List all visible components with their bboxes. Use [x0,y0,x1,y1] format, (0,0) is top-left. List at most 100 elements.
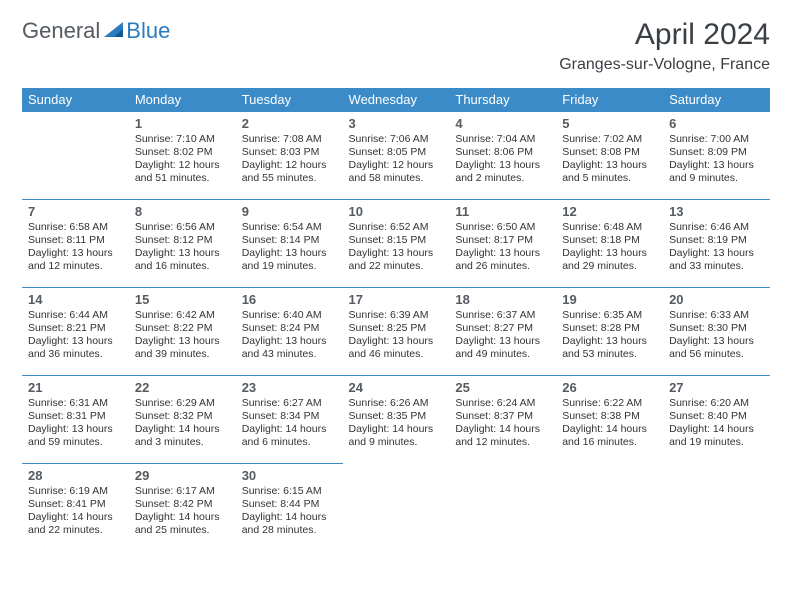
calendar-cell: 24Sunrise: 6:26 AMSunset: 8:35 PMDayligh… [343,376,450,464]
day-number: 11 [455,204,550,219]
day-dl2: and 58 minutes. [349,172,444,185]
day-sunrise: Sunrise: 6:15 AM [242,485,337,498]
day-dl2: and 43 minutes. [242,348,337,361]
day-number: 6 [669,116,764,131]
day-sunrise: Sunrise: 6:44 AM [28,309,123,322]
day-dl1: Daylight: 13 hours [242,247,337,260]
day-number: 9 [242,204,337,219]
day-sunrise: Sunrise: 6:33 AM [669,309,764,322]
day-dl2: and 16 minutes. [135,260,230,273]
month-title: April 2024 [559,18,770,52]
day-dl2: and 19 minutes. [242,260,337,273]
day-dl2: and 53 minutes. [562,348,657,361]
day-sunrise: Sunrise: 6:46 AM [669,221,764,234]
calendar-cell: 23Sunrise: 6:27 AMSunset: 8:34 PMDayligh… [236,376,343,464]
calendar-cell [663,464,770,552]
day-dl2: and 49 minutes. [455,348,550,361]
day-dl2: and 22 minutes. [28,524,123,537]
calendar-cell: 25Sunrise: 6:24 AMSunset: 8:37 PMDayligh… [449,376,556,464]
day-sunset: Sunset: 8:02 PM [135,146,230,159]
day-dl2: and 6 minutes. [242,436,337,449]
day-sunrise: Sunrise: 6:24 AM [455,397,550,410]
day-number: 30 [242,468,337,483]
day-sunrise: Sunrise: 6:50 AM [455,221,550,234]
calendar-cell: 17Sunrise: 6:39 AMSunset: 8:25 PMDayligh… [343,288,450,376]
day-number: 7 [28,204,123,219]
calendar-cell [343,464,450,552]
day-dl2: and 51 minutes. [135,172,230,185]
day-number: 19 [562,292,657,307]
weekday-header: Friday [556,88,663,112]
day-sunrise: Sunrise: 6:29 AM [135,397,230,410]
day-number: 13 [669,204,764,219]
day-dl1: Daylight: 14 hours [135,423,230,436]
day-sunset: Sunset: 8:34 PM [242,410,337,423]
day-number: 23 [242,380,337,395]
day-dl2: and 9 minutes. [669,172,764,185]
day-sunset: Sunset: 8:27 PM [455,322,550,335]
location: Granges-sur-Vologne, France [559,56,770,74]
day-number: 27 [669,380,764,395]
day-dl1: Daylight: 13 hours [242,335,337,348]
day-dl2: and 59 minutes. [28,436,123,449]
weekday-header: Saturday [663,88,770,112]
day-number: 25 [455,380,550,395]
logo-text-general: General [22,18,100,44]
calendar-cell: 13Sunrise: 6:46 AMSunset: 8:19 PMDayligh… [663,200,770,288]
day-sunset: Sunset: 8:14 PM [242,234,337,247]
day-number: 10 [349,204,444,219]
day-sunrise: Sunrise: 7:00 AM [669,133,764,146]
calendar-cell: 15Sunrise: 6:42 AMSunset: 8:22 PMDayligh… [129,288,236,376]
calendar-cell: 1Sunrise: 7:10 AMSunset: 8:02 PMDaylight… [129,112,236,200]
day-sunrise: Sunrise: 6:31 AM [28,397,123,410]
weekday-header: Tuesday [236,88,343,112]
calendar-cell [556,464,663,552]
day-sunset: Sunset: 8:03 PM [242,146,337,159]
day-number: 2 [242,116,337,131]
calendar-cell: 16Sunrise: 6:40 AMSunset: 8:24 PMDayligh… [236,288,343,376]
day-dl2: and 29 minutes. [562,260,657,273]
weekday-header: Sunday [22,88,129,112]
calendar-cell: 5Sunrise: 7:02 AMSunset: 8:08 PMDaylight… [556,112,663,200]
day-dl1: Daylight: 12 hours [135,159,230,172]
calendar-cell [22,112,129,200]
day-sunrise: Sunrise: 6:54 AM [242,221,337,234]
day-sunrise: Sunrise: 7:08 AM [242,133,337,146]
day-sunrise: Sunrise: 6:35 AM [562,309,657,322]
title-block: April 2024 Granges-sur-Vologne, France [559,18,770,74]
logo: General Blue [22,18,170,44]
day-dl1: Daylight: 13 hours [28,247,123,260]
calendar-table: Sunday Monday Tuesday Wednesday Thursday… [22,88,770,552]
day-dl2: and 55 minutes. [242,172,337,185]
day-sunrise: Sunrise: 6:22 AM [562,397,657,410]
day-dl2: and 22 minutes. [349,260,444,273]
calendar-cell: 8Sunrise: 6:56 AMSunset: 8:12 PMDaylight… [129,200,236,288]
day-sunset: Sunset: 8:30 PM [669,322,764,335]
day-number: 1 [135,116,230,131]
calendar-cell: 21Sunrise: 6:31 AMSunset: 8:31 PMDayligh… [22,376,129,464]
day-sunrise: Sunrise: 7:06 AM [349,133,444,146]
calendar-cell: 9 Sunrise: 6:54 AMSunset: 8:14 PMDaylight… [236,200,343,288]
day-dl2: and 3 minutes. [135,436,230,449]
day-sunset: Sunset: 8:05 PM [349,146,444,159]
day-sunrise: Sunrise: 6:39 AM [349,309,444,322]
day-dl1: Daylight: 13 hours [455,159,550,172]
day-dl2: and 36 minutes. [28,348,123,361]
day-dl1: Daylight: 13 hours [135,335,230,348]
day-sunset: Sunset: 8:38 PM [562,410,657,423]
day-dl1: Daylight: 13 hours [28,335,123,348]
day-dl1: Daylight: 14 hours [455,423,550,436]
day-dl2: and 9 minutes. [349,436,444,449]
day-sunrise: Sunrise: 7:02 AM [562,133,657,146]
day-dl2: and 39 minutes. [135,348,230,361]
day-number: 14 [28,292,123,307]
day-sunset: Sunset: 8:41 PM [28,498,123,511]
day-sunrise: Sunrise: 7:04 AM [455,133,550,146]
calendar-cell: 20Sunrise: 6:33 AMSunset: 8:30 PMDayligh… [663,288,770,376]
logo-triangle-icon [104,20,124,43]
day-sunset: Sunset: 8:28 PM [562,322,657,335]
day-dl2: and 28 minutes. [242,524,337,537]
day-dl1: Daylight: 14 hours [242,511,337,524]
header: General Blue April 2024 Granges-sur-Volo… [22,18,770,74]
day-dl1: Daylight: 14 hours [349,423,444,436]
